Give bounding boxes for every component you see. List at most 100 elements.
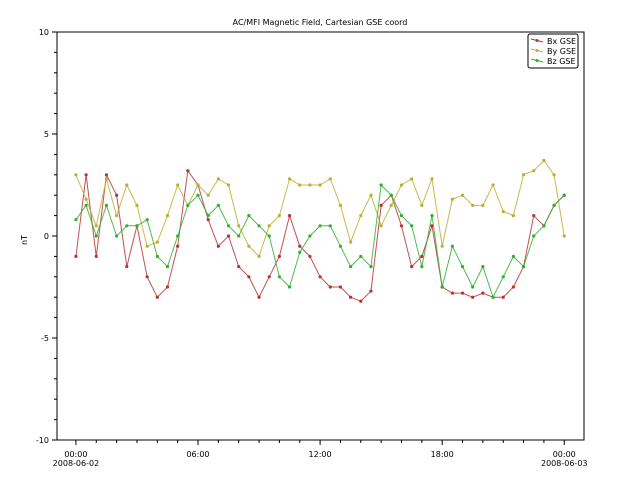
data-point — [532, 169, 536, 173]
data-point — [399, 183, 404, 187]
data-point — [328, 224, 332, 228]
x-tick-label: 18:00 — [431, 450, 454, 459]
data-point — [287, 177, 292, 181]
data-point — [318, 275, 322, 279]
data-point — [237, 265, 241, 269]
data-point — [481, 291, 485, 295]
data-point — [94, 234, 98, 238]
data-point — [328, 285, 332, 289]
data-point — [308, 234, 312, 238]
data-point — [420, 265, 424, 269]
data-point — [562, 193, 566, 197]
data-point — [115, 193, 119, 197]
x-tick-date: 2008-06-02 — [53, 459, 100, 468]
data-point — [196, 183, 200, 187]
data-point — [308, 254, 312, 258]
data-point — [247, 244, 251, 248]
data-point — [481, 203, 485, 207]
data-point — [501, 275, 505, 279]
data-point — [338, 203, 343, 207]
data-point — [176, 244, 180, 248]
data-point — [481, 265, 485, 269]
data-point — [430, 214, 434, 218]
y-tick-label: -10 — [36, 436, 49, 445]
data-point — [338, 244, 343, 248]
x-tick-label: 00:00 — [64, 450, 87, 459]
data-point — [338, 285, 343, 289]
data-point — [410, 177, 414, 181]
data-point — [389, 193, 393, 197]
legend-marker — [535, 59, 539, 62]
data-point — [532, 234, 536, 238]
data-point — [369, 289, 373, 293]
plot-frame — [56, 31, 585, 441]
data-point — [460, 265, 465, 269]
data-point — [115, 214, 119, 218]
data-point — [257, 224, 261, 228]
data-point — [287, 214, 292, 218]
legend-label: By GSE — [547, 47, 576, 56]
data-point — [145, 218, 149, 222]
data-point — [257, 254, 261, 258]
data-point — [399, 214, 404, 218]
data-point — [74, 173, 78, 177]
data-point — [206, 218, 210, 222]
data-point — [440, 244, 444, 248]
data-point — [226, 234, 231, 238]
data-point — [115, 234, 119, 238]
data-point — [125, 183, 129, 187]
data-point — [471, 203, 475, 207]
data-point — [267, 224, 271, 228]
legend-box — [527, 33, 579, 69]
data-point — [104, 177, 109, 181]
data-point — [74, 254, 78, 258]
series-line-bx-gse — [75, 169, 565, 302]
data-point — [410, 265, 414, 269]
data-point — [298, 183, 302, 187]
data-point — [379, 224, 383, 228]
data-point — [125, 265, 129, 269]
y-tick-label: 5 — [44, 130, 49, 139]
data-point — [135, 224, 139, 228]
data-point — [196, 193, 200, 197]
data-point — [237, 224, 241, 228]
data-point — [532, 214, 536, 218]
data-point — [420, 203, 424, 207]
data-point — [125, 224, 129, 228]
data-point — [562, 234, 566, 238]
data-point — [552, 203, 556, 207]
data-point — [460, 193, 465, 197]
data-point — [216, 244, 220, 248]
data-point — [135, 203, 139, 207]
data-point — [155, 254, 159, 258]
data-point — [460, 291, 465, 295]
data-point — [277, 275, 281, 279]
data-point — [298, 250, 302, 254]
y-axis-label: nT — [20, 235, 29, 245]
data-point — [318, 224, 322, 228]
data-point — [94, 254, 98, 258]
data-point — [511, 214, 515, 218]
data-point — [542, 158, 546, 163]
data-point — [298, 244, 302, 248]
legend-label: Bx GSE — [547, 37, 576, 46]
data-point — [318, 183, 322, 187]
data-point — [450, 291, 454, 295]
data-point — [247, 214, 251, 218]
x-tick-date: 2008-06-03 — [541, 459, 588, 468]
data-point — [379, 183, 383, 187]
data-point — [74, 218, 78, 222]
data-point — [349, 265, 353, 269]
data-point — [430, 177, 434, 181]
series-line-by-gse — [75, 159, 565, 258]
x-tick-label: 00:00 — [553, 450, 576, 459]
data-point — [491, 183, 495, 187]
data-point — [176, 183, 180, 187]
data-point — [104, 203, 109, 207]
data-point — [84, 203, 88, 207]
data-point — [176, 234, 180, 238]
data-point — [155, 240, 159, 244]
data-point — [186, 169, 190, 173]
